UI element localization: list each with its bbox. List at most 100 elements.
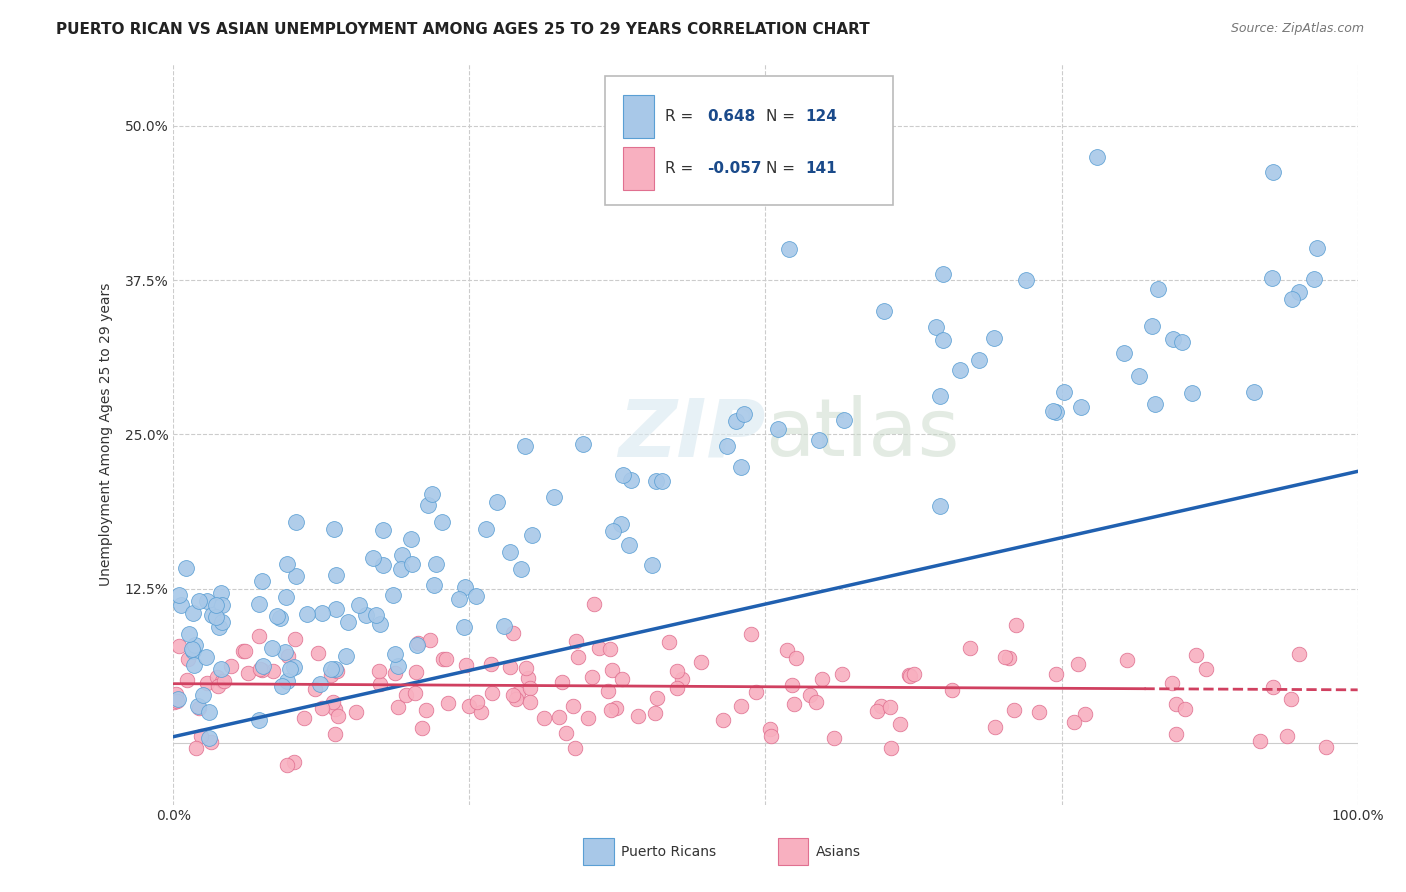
Point <box>170 598 193 612</box>
Point <box>395 688 418 702</box>
Point <box>309 677 332 691</box>
Point <box>733 407 755 421</box>
Point <box>454 580 477 594</box>
Point <box>207 679 229 693</box>
Point <box>880 740 903 755</box>
Point <box>165 687 187 701</box>
Point <box>209 585 232 599</box>
Point <box>311 606 333 620</box>
Point <box>323 522 346 536</box>
Point <box>181 643 204 657</box>
Point <box>322 694 344 708</box>
Point <box>1243 385 1265 400</box>
Point <box>502 688 524 702</box>
Point <box>610 517 633 532</box>
Point <box>1279 692 1302 706</box>
Point <box>419 633 441 648</box>
Point <box>1074 706 1097 721</box>
Point <box>276 674 298 689</box>
Point <box>576 711 599 725</box>
Point <box>371 558 394 573</box>
Point <box>481 686 503 700</box>
Point <box>1045 405 1067 419</box>
Point <box>250 664 273 678</box>
Point <box>1140 319 1163 334</box>
Point <box>283 755 305 769</box>
Point <box>724 414 747 428</box>
Point <box>266 609 288 624</box>
Point <box>879 699 901 714</box>
Point <box>998 651 1021 665</box>
Point <box>311 701 333 715</box>
Point <box>325 567 347 582</box>
Point <box>247 597 270 611</box>
Point <box>325 664 347 678</box>
Point <box>361 550 384 565</box>
Point <box>347 599 370 613</box>
Point <box>1260 271 1282 285</box>
Point <box>197 731 219 745</box>
Point <box>1288 647 1310 661</box>
Point <box>804 695 827 709</box>
Point <box>447 592 470 607</box>
Point <box>368 677 391 691</box>
Point <box>665 681 688 696</box>
Point <box>645 474 668 488</box>
Point <box>384 666 406 681</box>
Point <box>605 701 627 715</box>
Point <box>176 673 198 687</box>
Point <box>236 665 259 680</box>
Point <box>382 588 405 602</box>
Text: 141: 141 <box>806 161 837 176</box>
Point <box>1085 150 1108 164</box>
Point <box>567 650 589 665</box>
Text: 0.648: 0.648 <box>707 110 755 124</box>
Point <box>212 674 235 689</box>
Point <box>195 675 218 690</box>
Point <box>651 475 673 489</box>
Point <box>180 642 202 657</box>
Point <box>325 602 347 616</box>
Point <box>269 611 291 625</box>
Point <box>554 725 576 739</box>
Point <box>873 304 896 318</box>
Point <box>711 713 734 727</box>
Text: -0.057: -0.057 <box>707 161 762 176</box>
Point <box>270 679 292 693</box>
Point <box>571 436 593 450</box>
Point <box>422 578 444 592</box>
Point <box>610 672 633 686</box>
Point <box>502 625 524 640</box>
Point <box>510 562 533 576</box>
Point <box>494 619 516 633</box>
Point <box>368 616 391 631</box>
Point <box>994 650 1017 665</box>
Point <box>1171 334 1194 349</box>
Point <box>205 670 228 684</box>
Point <box>778 242 800 256</box>
Point <box>1002 703 1025 717</box>
Point <box>1305 241 1327 255</box>
Point <box>596 684 619 698</box>
Point <box>776 643 799 657</box>
Point <box>190 729 212 743</box>
Point <box>932 267 955 281</box>
Point <box>204 610 226 624</box>
Point <box>274 591 297 605</box>
Point <box>716 439 738 453</box>
Point <box>565 634 588 648</box>
Point <box>181 606 204 620</box>
Point <box>179 627 201 641</box>
Point <box>475 522 498 536</box>
Point <box>516 671 538 685</box>
Point <box>166 693 188 707</box>
Point <box>201 608 224 623</box>
Point <box>832 413 855 427</box>
Point <box>321 662 343 676</box>
Point <box>959 640 981 655</box>
Point <box>307 646 329 660</box>
Point <box>1004 617 1026 632</box>
Point <box>551 674 574 689</box>
Point <box>499 659 522 673</box>
Point <box>782 678 804 692</box>
